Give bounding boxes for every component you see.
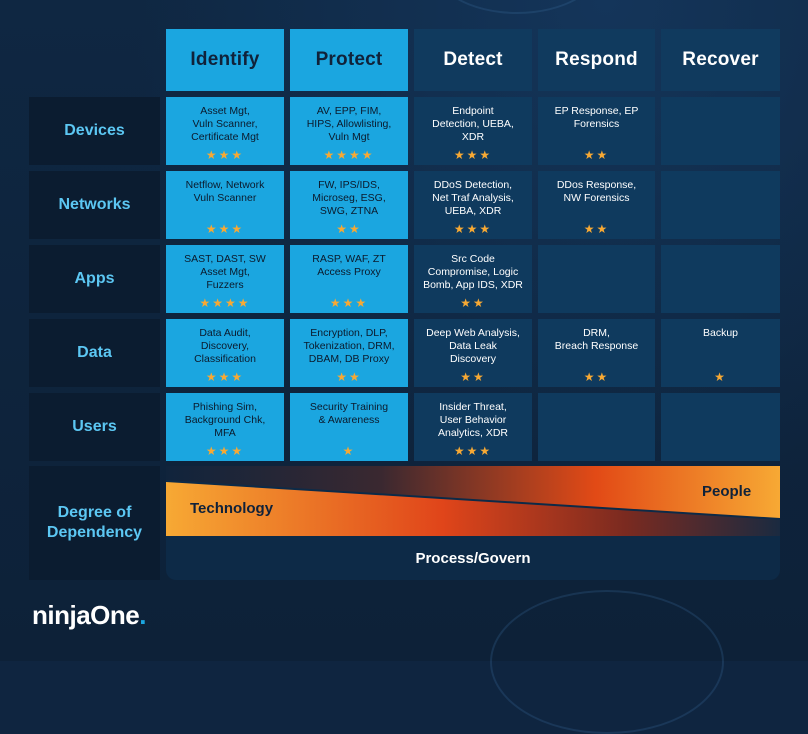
cell-text: EP Response, EP Forensics: [554, 105, 639, 130]
cell-text: AV, EPP, FIM, HIPS, Allowlisting, Vuln M…: [306, 105, 392, 143]
dependency-chart: [166, 466, 780, 580]
row-label-data: Data: [29, 319, 160, 387]
star-rating: ★★: [336, 222, 362, 236]
cell-text: Netflow, Network Vuln Scanner: [185, 179, 265, 204]
column-header-protect: Protect: [290, 29, 408, 91]
cell-text: Encryption, DLP, Tokenization, DRM, DBAM…: [303, 327, 395, 365]
people-label: People: [702, 483, 752, 500]
cell-text: Insider Threat, User Behavior Analytics,…: [437, 401, 509, 439]
cell-text: Src Code Compromise, Logic Bomb, App IDS…: [423, 253, 523, 291]
cell-data-detect: Deep Web Analysis, Data Leak Discovery ★★: [414, 319, 532, 387]
cell-text: SAST, DAST, SW Asset Mgt, Fuzzers: [184, 253, 266, 291]
star-rating: ★: [342, 444, 356, 458]
star-rating: ★★★★: [323, 148, 375, 162]
cell-text: RASP, WAF, ZT Access Proxy: [312, 253, 386, 278]
row-label-devices: Devices: [29, 97, 160, 165]
cell-apps-recover: [661, 245, 780, 313]
star-rating: ★★: [460, 370, 486, 384]
cell-networks-identify: Netflow, Network Vuln Scanner ★★★: [166, 171, 284, 239]
star-rating: ★★★★: [199, 296, 251, 310]
cell-data-respond: DRM, Breach Response ★★: [538, 319, 655, 387]
cell-text: Data Audit, Discovery, Classification: [194, 327, 256, 365]
star-rating: ★★★: [453, 148, 493, 162]
decorative-circle-bottom: [490, 590, 724, 734]
star-rating: ★★★: [453, 222, 493, 236]
cell-text: Deep Web Analysis, Data Leak Discovery: [426, 327, 520, 365]
cell-users-recover: [661, 393, 780, 461]
column-header-respond: Respond: [538, 29, 655, 91]
cell-networks-respond: DDos Response, NW Forensics ★★: [538, 171, 655, 239]
degree-of-dependency-label: Degree of Dependency: [29, 466, 160, 580]
star-rating: ★★★: [329, 296, 369, 310]
cell-text: Asset Mgt, Vuln Scanner, Certificate Mgt: [191, 105, 259, 143]
star-rating: ★★★: [205, 148, 245, 162]
cell-data-identify: Data Audit, Discovery, Classification ★★★: [166, 319, 284, 387]
star-rating: ★★: [583, 148, 610, 162]
star-rating: ★★★: [453, 444, 493, 458]
column-header-detect: Detect: [414, 29, 532, 91]
star-rating: ★★★: [205, 222, 245, 236]
people-wedge: [166, 466, 780, 518]
cell-text: FW, IPS/IDS, Microseg, ESG, SWG, ZTNA: [312, 179, 386, 217]
cell-networks-protect: FW, IPS/IDS, Microseg, ESG, SWG, ZTNA ★★: [290, 171, 408, 239]
row-label-users: Users: [29, 393, 160, 461]
cell-devices-respond: EP Response, EP Forensics ★★: [538, 97, 655, 165]
cell-apps-respond: [538, 245, 655, 313]
cell-apps-identify: SAST, DAST, SW Asset Mgt, Fuzzers ★★★★: [166, 245, 284, 313]
cell-text: DRM, Breach Response: [554, 327, 639, 352]
cell-text: DDoS Detection, Net Traf Analysis, UEBA,…: [432, 179, 514, 217]
process-govern-bar: Process/Govern: [166, 536, 780, 580]
column-header-recover: Recover: [661, 29, 780, 91]
cell-devices-detect: Endpoint Detection, UEBA, XDR ★★★: [414, 97, 532, 165]
star-rating: ★★★: [205, 370, 245, 384]
cell-networks-recover: [661, 171, 780, 239]
cell-text: Backup: [702, 327, 739, 339]
star-rating: ★: [714, 370, 727, 384]
cell-users-detect: Insider Threat, User Behavior Analytics,…: [414, 393, 532, 461]
cell-data-protect: Encryption, DLP, Tokenization, DRM, DBAM…: [290, 319, 408, 387]
cell-text: Endpoint Detection, UEBA, XDR: [432, 105, 514, 143]
cell-text: Security Training & Awareness: [309, 401, 389, 426]
star-rating: ★★: [583, 222, 610, 236]
ninjaone-logo: ninjaOne.: [32, 600, 146, 630]
cell-users-respond: [538, 393, 655, 461]
star-rating: ★★: [336, 370, 362, 384]
row-label-apps: Apps: [29, 245, 160, 313]
star-rating: ★★★: [205, 444, 245, 458]
star-rating: ★★: [460, 296, 486, 310]
process-govern-label: Process/Govern: [415, 549, 531, 567]
technology-wedge: [166, 482, 780, 536]
cell-users-identify: Phishing Sim, Background Chk, MFA ★★★: [166, 393, 284, 461]
cell-devices-protect: AV, EPP, FIM, HIPS, Allowlisting, Vuln M…: [290, 97, 408, 165]
cell-text: DDos Response, NW Forensics: [556, 179, 637, 204]
dependency-wedges: [166, 466, 780, 536]
cell-devices-identify: Asset Mgt, Vuln Scanner, Certificate Mgt…: [166, 97, 284, 165]
cell-apps-protect: RASP, WAF, ZT Access Proxy ★★★: [290, 245, 408, 313]
column-header-identify: Identify: [166, 29, 284, 91]
cell-users-protect: Security Training & Awareness ★: [290, 393, 408, 461]
technology-label: Technology: [190, 500, 274, 517]
row-label-networks: Networks: [29, 171, 160, 239]
cell-devices-recover: [661, 97, 780, 165]
cell-networks-detect: DDoS Detection, Net Traf Analysis, UEBA,…: [414, 171, 532, 239]
cell-text: Phishing Sim, Background Chk, MFA: [184, 401, 266, 439]
cell-apps-detect: Src Code Compromise, Logic Bomb, App IDS…: [414, 245, 532, 313]
star-rating: ★★: [583, 370, 610, 384]
cell-data-recover: Backup ★: [661, 319, 780, 387]
